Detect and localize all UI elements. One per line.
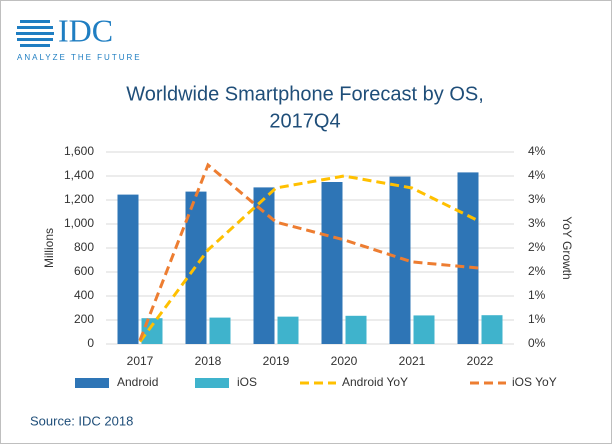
bar: [141, 318, 163, 344]
legend-label: Android: [117, 375, 158, 389]
legend-label: Android YoY: [342, 375, 408, 389]
y-tick-label: 1,400: [64, 168, 94, 182]
x-tick-label: 2018: [195, 354, 222, 368]
bar: [277, 316, 299, 344]
y2-tick-label: 3%: [528, 216, 546, 230]
x-tick-label: 2020: [331, 354, 358, 368]
y-axis-label: Millions: [42, 228, 56, 268]
x-tick-label: 2021: [399, 354, 426, 368]
y-tick-label: 200: [74, 312, 94, 326]
legend-swatch: [75, 378, 109, 388]
logo-tagline: ANALYZE THE FUTURE: [17, 53, 142, 62]
legend-swatch: [195, 378, 229, 388]
y-tick-label: 800: [74, 240, 94, 254]
y-tick-label: 600: [74, 264, 94, 278]
y-tick-label: 1,000: [64, 216, 94, 230]
bar: [345, 315, 367, 344]
source: Source: IDC 2018: [30, 413, 133, 428]
x-tick-label: 2022: [467, 354, 494, 368]
chart-title: Worldwide Smartphone Forecast by OS,: [126, 83, 484, 105]
x-tick-label: 2017: [127, 354, 154, 368]
logo-globe: [16, 20, 54, 47]
logo-name: IDC: [58, 12, 113, 48]
bar: [253, 187, 275, 344]
line: [138, 174, 481, 343]
bar: [321, 182, 343, 344]
y2-tick-label: 4%: [528, 168, 546, 182]
bar: [481, 315, 503, 344]
bar: [117, 194, 139, 344]
y-tick-label: 1,200: [64, 192, 94, 206]
y2-tick-label: 3%: [528, 192, 546, 206]
y-tick-label: 0: [87, 336, 94, 350]
legend-label: iOS: [237, 375, 257, 389]
y-tick-label: 1,600: [64, 144, 94, 158]
line: [138, 162, 481, 341]
y2-tick-label: 2%: [528, 240, 546, 254]
y-tick-label: 400: [74, 288, 94, 302]
y2-tick-label: 2%: [528, 264, 546, 278]
y2-tick-label: 0%: [528, 336, 546, 350]
x-tick-label: 2019: [263, 354, 290, 368]
legend-label: iOS YoY: [512, 375, 557, 389]
chart-title: 2017Q4: [269, 110, 340, 132]
y2-axis-label: YoY Growth: [560, 216, 574, 279]
bar: [413, 315, 435, 344]
y2-tick-label: 1%: [528, 288, 546, 302]
y2-tick-label: 4%: [528, 144, 546, 158]
bar: [457, 172, 479, 344]
bar: [389, 176, 411, 344]
y2-tick-label: 1%: [528, 312, 546, 326]
bar: [209, 317, 231, 344]
